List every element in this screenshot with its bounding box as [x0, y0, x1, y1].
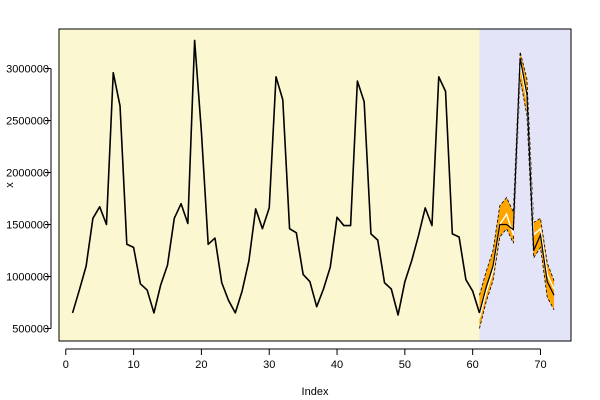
y-tick-label: 1500000	[6, 220, 49, 232]
y-tick-label: 1000000	[6, 272, 49, 284]
x-tick-label: 20	[195, 359, 207, 371]
y-tick-label: 2500000	[6, 116, 49, 128]
x-tick-label: 60	[467, 359, 479, 371]
y-tick-label: 3000000	[6, 64, 49, 76]
plot-frame	[58, 28, 572, 342]
x-tick-label: 30	[263, 359, 275, 371]
y-tick-label: 500000	[12, 324, 49, 336]
axes-layer: 0 10 20 30 40 50 60 70 500000 1000000 1500000 20000…	[6, 64, 546, 371]
forecast-upper-line	[479, 51, 555, 296]
x-tick-label: 10	[127, 359, 139, 371]
observed-series-line	[71, 39, 481, 316]
forecast-line	[478, 58, 555, 314]
region-observed	[59, 29, 480, 341]
series-layer	[71, 39, 555, 319]
x-tick-label: 0	[63, 359, 69, 371]
y-tick-label: 2000000	[6, 168, 49, 180]
x-tick-label: 40	[331, 359, 343, 371]
background-regions	[59, 29, 571, 341]
x-tick-label: 70	[534, 359, 546, 371]
y-axis-title: x	[4, 182, 16, 188]
x-axis-title: Index	[302, 386, 329, 398]
x-tick-label: 50	[399, 359, 411, 371]
